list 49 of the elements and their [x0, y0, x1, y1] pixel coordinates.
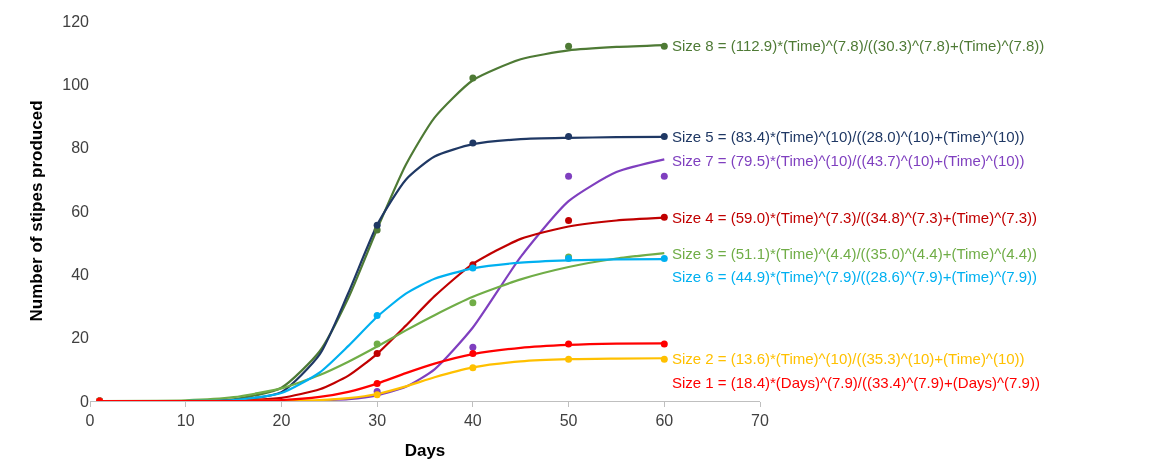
point [373, 350, 381, 357]
series-label: Size 7 = (79.5)*(Time)^(10)/((43.7)^(10)+(Time)^(10)) [672, 152, 1025, 169]
x-axis-title: Days [404, 440, 446, 460]
x-tick-label: 40 [463, 412, 482, 430]
x-tick-label: 60 [655, 412, 674, 430]
point [565, 172, 573, 180]
point [373, 391, 381, 399]
point [469, 139, 477, 147]
point [469, 364, 477, 372]
x-tick-label: 50 [559, 412, 578, 430]
series-label: Size 4 = (59.0)*(Time)^(7.3)/((34.8)^(7.3)+(Time)^(7.3)) [672, 209, 1038, 226]
series-label: Size 8 = (112.9)*(Time)^(7.8)/((30.3)^(7.8)+(Time)^(7.8)) [672, 37, 1045, 54]
y-tick-label: 60 [71, 202, 90, 220]
point [660, 213, 668, 221]
point [660, 355, 668, 363]
x-tick-label: 10 [176, 412, 195, 430]
series-label: Size 6 = (44.9)*(Time)^(7.9)/((28.6)^(7.9)+(Time)^(7.9)) [672, 268, 1038, 285]
x-tick-label: 30 [368, 412, 387, 430]
point [660, 133, 668, 141]
point [373, 312, 381, 319]
y-tick-label: 100 [62, 75, 90, 93]
point [469, 74, 477, 82]
point [373, 221, 381, 229]
series-label: Size 5 = (83.4)*(Time)^(10)/((28.0)^(10)+(Time)^(10)) [672, 128, 1025, 145]
x-tick-label: 20 [272, 412, 291, 430]
series-label: Size 3 = (51.1)*(Time)^(4.4)/((35.0)^(4.4)+(Time)^(4.4)) [672, 245, 1038, 262]
y-tick-label: 0 [80, 392, 90, 410]
x-tick-label: 70 [751, 412, 769, 430]
y-tick-label: 80 [71, 139, 90, 157]
y-axis-title: Number of stipes produced [26, 100, 46, 322]
point [660, 172, 668, 180]
text: Size 1 = (18.4)*(Days)^(7.9)/((33.4)^(7.9)+(Days)^(7.9)) [672, 374, 1040, 391]
point [469, 350, 477, 357]
point [469, 299, 477, 307]
point [565, 133, 573, 141]
y-tick-label: 20 [71, 329, 90, 347]
point [660, 42, 668, 50]
series-label: Size 2 = (13.6)*(Time)^(10)/((35.3)^(10)+(Time)^(10)) [672, 350, 1025, 367]
point [565, 340, 573, 348]
point [565, 217, 573, 224]
y-tick-label: 40 [71, 265, 90, 283]
point [565, 355, 573, 363]
y-tick-label: 120 [62, 12, 90, 30]
point [660, 340, 668, 348]
point [565, 42, 573, 50]
point [373, 340, 381, 348]
point [660, 255, 668, 262]
point [373, 380, 381, 388]
point [469, 343, 477, 351]
